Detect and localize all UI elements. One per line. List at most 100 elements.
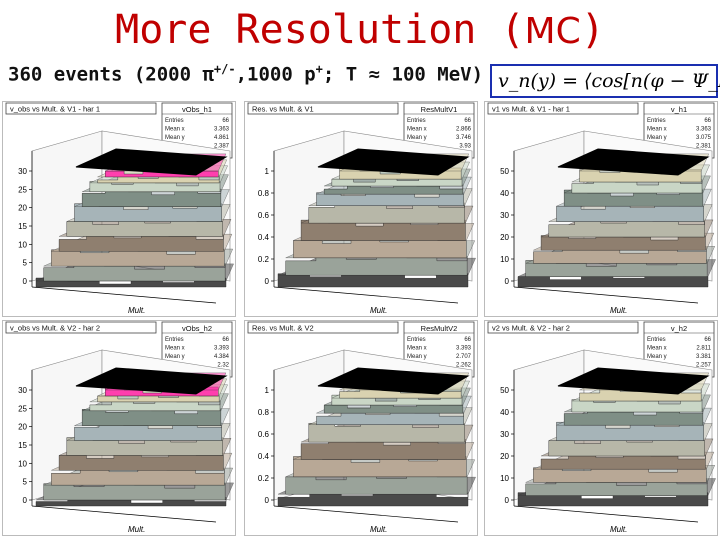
z-tick-label: 25 [18, 404, 27, 413]
panel-vobs-har2: v_obs vs Mult. & V2 - har 2 vObs_h2 Entrie… [2, 320, 236, 536]
stats-label: Mean y [165, 135, 185, 141]
z-tick-label: 0.2 [258, 255, 270, 264]
lego-layer [66, 218, 223, 237]
plot-title-box: Res. vs Mult. & V1 [247, 102, 399, 115]
x-axis [513, 505, 699, 523]
lego-plot: v_obs vs Mult. & V2 - har 2 vObs_h2 Entrie… [2, 320, 236, 536]
x-axis-label: Mult. [370, 306, 387, 315]
stats-value: 66 [464, 118, 471, 124]
plot-title: v_obs vs Mult. & V2 - har 2 [10, 324, 100, 333]
x-axis [31, 505, 217, 523]
lego-top-cap [75, 367, 228, 395]
stats-value: 2.387 [214, 144, 230, 150]
stats-name: vObs_h1 [182, 105, 212, 114]
stats-label: Mean y [165, 354, 185, 360]
z-tick-label: 10 [18, 459, 27, 468]
z-tick-label: 20 [18, 204, 27, 213]
z-tick-label: 5 [23, 259, 28, 268]
formula-box: v_n(y) = ⟨cos[n(φ − Ψ_R)]⟩ [490, 64, 720, 98]
stats-value: 3.363 [214, 127, 230, 133]
stats-label: Mean x [647, 346, 667, 352]
x-axis-label: Mult. [370, 525, 387, 534]
lego-plot: v1 vs Mult. & V1 - har 1 v_h1 Entries 66 Mea… [484, 101, 718, 317]
z-tick-label: 1 [265, 386, 270, 395]
stats-value: 66 [222, 337, 229, 343]
stats-value: 3.075 [696, 135, 712, 141]
z-tick-label: 0.6 [258, 430, 270, 439]
stats-value: 4.861 [214, 135, 230, 141]
z-tick-label: 0 [265, 496, 270, 505]
stats-name: ResMultV2 [421, 324, 458, 333]
x-axis [273, 286, 459, 304]
stats-label: Mean y [407, 354, 427, 360]
lego-plot: v2 vs Mult. & V2 - har 2 v_h2 Entries 66 Mea… [484, 320, 718, 536]
stats-label: Mean x [165, 346, 185, 352]
z-tick-label: 20 [500, 452, 509, 461]
z-tick-label: 30 [500, 430, 509, 439]
stats-value: 2.866 [456, 127, 472, 133]
z-tick-label: 20 [18, 423, 27, 432]
lego-top-cap [557, 367, 710, 395]
x-axis-label: Mult. [128, 525, 145, 534]
stats-label: Entries [407, 337, 426, 343]
z-tick-label: 15 [18, 441, 27, 450]
z-tick-label: 40 [500, 408, 509, 417]
stats-value: 3.363 [696, 127, 712, 133]
stats-value: 2.381 [696, 144, 712, 150]
z-tick-label: 0.8 [258, 189, 270, 198]
z-tick-label: 0 [505, 496, 510, 505]
z-tick-label: 10 [500, 255, 509, 264]
stats-label: Mean y [647, 354, 667, 360]
lego-top-cap [557, 148, 710, 176]
stats-value: 3.393 [214, 346, 230, 352]
stats-value: 3.381 [696, 354, 712, 360]
stats-name: v_h2 [671, 324, 687, 333]
lego-layer [548, 437, 705, 457]
z-tick-label: 0 [23, 277, 28, 286]
lego-layer [285, 473, 468, 495]
z-tick-label: 0.8 [258, 408, 270, 417]
stats-value: 3.93 [459, 144, 471, 150]
z-tick-label: 10 [500, 474, 509, 483]
z-tick-label: 50 [500, 386, 509, 395]
z-tick-label: 0 [23, 496, 28, 505]
x-axis [31, 286, 217, 304]
stats-name: vObs_h2 [182, 324, 212, 333]
stats-label: Entries [165, 337, 184, 343]
z-tick-label: 15 [18, 222, 27, 231]
plot-title-box: v_obs vs Mult. & V2 - har 2 [5, 321, 157, 334]
plot-title: Res. vs Mult. & V2 [252, 324, 314, 333]
stats-value: 2.262 [456, 363, 472, 369]
plot-title: v2 vs Mult. & V2 - har 2 [492, 324, 570, 333]
x-axis-label: Mult. [610, 525, 627, 534]
stats-label: Mean x [407, 127, 427, 133]
z-tick-label: 20 [500, 233, 509, 242]
stats-value: 3.393 [456, 346, 472, 352]
stats-value: 2.257 [696, 363, 712, 369]
lego-top-cap [75, 148, 228, 176]
stats-value: 4.384 [214, 354, 230, 360]
stats-name: v_h1 [671, 105, 687, 114]
slide-subtitle: 360 events (2000 π+/-,1000 p+; T ≈ 100 M… [8, 62, 484, 86]
lego-top-cap [317, 367, 470, 395]
stats-value: 2.707 [456, 354, 472, 360]
stats-label: Mean x [407, 346, 427, 352]
panel-res-v2: Res. vs Mult. & V2 ResMultV2 Entries 66 Mean… [244, 320, 478, 536]
stats-label: Mean y [407, 135, 427, 141]
plot-title-box: v_obs vs Mult. & V1 - har 1 [5, 102, 157, 115]
lego-layer [293, 237, 467, 259]
z-tick-label: 1 [265, 167, 270, 176]
x-axis-label: Mult. [128, 306, 145, 315]
stats-label: Entries [647, 118, 666, 124]
z-tick-label: 30 [18, 386, 27, 395]
panel-res-v1: Res. vs Mult. & V1 ResMultV1 Entries 66 Mean… [244, 101, 478, 317]
x-axis-label: Mult. [610, 306, 627, 315]
lego-plot: v_obs vs Mult. & V1 - har 1 vObs_h1 Entrie… [2, 101, 236, 317]
z-tick-label: 0.4 [258, 452, 270, 461]
lego-layer [556, 202, 704, 222]
panel-v2-har2: v2 vs Mult. & V2 - har 2 v_h2 Entries 66 Mea… [484, 320, 718, 536]
plot-title-box: v1 vs Mult. & V1 - har 1 [487, 102, 639, 115]
stats-value: 2.32 [217, 363, 229, 369]
stats-label: Mean y [647, 135, 667, 141]
z-tick-label: 0 [505, 277, 510, 286]
